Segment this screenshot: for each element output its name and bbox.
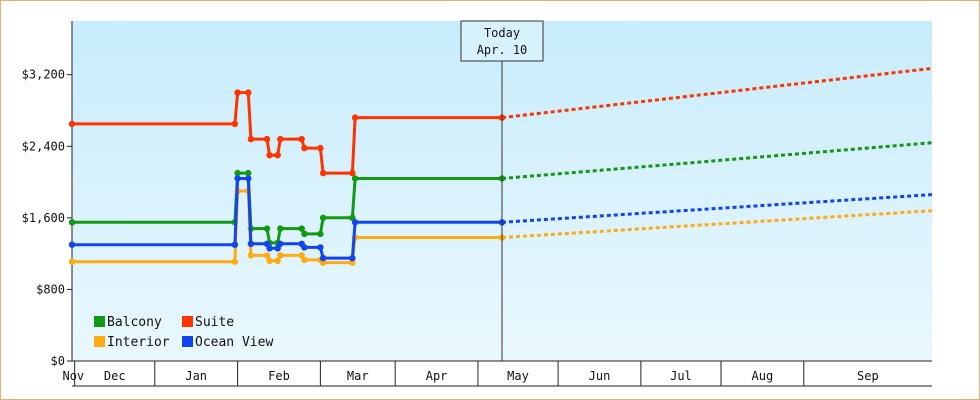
data-point bbox=[351, 114, 359, 121]
data-point bbox=[263, 252, 271, 259]
data-point bbox=[349, 169, 356, 177]
data-point bbox=[245, 169, 252, 177]
y-tick-label: $800 bbox=[36, 282, 65, 296]
series-line-suite bbox=[72, 91, 502, 175]
data-point bbox=[245, 175, 252, 182]
data-point bbox=[301, 144, 308, 152]
data-point bbox=[317, 244, 324, 251]
series-ocean-view bbox=[68, 175, 933, 262]
data-point bbox=[301, 256, 308, 264]
x-tick-label: Aug bbox=[752, 369, 774, 383]
data-point bbox=[266, 152, 273, 159]
x-tick-label: Jul bbox=[670, 369, 692, 383]
data-point bbox=[319, 214, 327, 221]
data-point bbox=[277, 135, 284, 143]
data-point bbox=[274, 257, 281, 264]
data-point bbox=[351, 175, 359, 182]
forecast-line-interior bbox=[501, 209, 933, 239]
legend-swatch bbox=[94, 336, 105, 347]
data-point bbox=[298, 135, 305, 143]
data-point bbox=[68, 120, 76, 128]
data-point bbox=[247, 135, 255, 143]
legend-swatch bbox=[94, 316, 105, 327]
today-label: Today bbox=[484, 26, 520, 40]
data-point bbox=[298, 225, 305, 232]
data-point bbox=[68, 241, 76, 248]
legend-swatch bbox=[182, 336, 193, 347]
data-point bbox=[301, 230, 308, 238]
data-point bbox=[319, 169, 327, 177]
x-tick-label: Feb bbox=[268, 369, 290, 383]
data-point bbox=[266, 245, 273, 252]
data-point bbox=[245, 89, 252, 96]
forecast-line-ocean-view bbox=[501, 193, 933, 224]
data-point bbox=[274, 152, 281, 159]
data-point bbox=[231, 258, 239, 265]
data-point bbox=[277, 252, 284, 259]
legend-item-ocean-view: Ocean View bbox=[182, 335, 273, 350]
y-tick-label: $1,600 bbox=[22, 211, 65, 225]
data-point bbox=[247, 252, 255, 259]
data-point bbox=[231, 120, 239, 128]
data-point bbox=[301, 244, 308, 251]
legend-item-suite: Suite bbox=[182, 315, 234, 330]
x-tick-label: Dec bbox=[104, 369, 126, 383]
data-point bbox=[234, 169, 241, 177]
forecast-line-balcony bbox=[501, 141, 933, 180]
data-point bbox=[234, 175, 241, 182]
data-point bbox=[263, 135, 271, 143]
data-point bbox=[351, 219, 359, 226]
data-point bbox=[247, 240, 255, 247]
x-tick-label: Sep bbox=[857, 369, 879, 383]
data-point bbox=[266, 257, 273, 264]
legend-item-interior: Interior bbox=[94, 335, 170, 350]
data-point bbox=[317, 230, 324, 238]
data-point bbox=[234, 89, 241, 96]
x-tick-label: Jun bbox=[589, 369, 611, 383]
legend-label: Ocean View bbox=[195, 335, 273, 350]
data-point bbox=[317, 144, 324, 152]
data-point bbox=[319, 254, 327, 262]
legend-swatch bbox=[182, 316, 193, 327]
x-tick-label: May bbox=[507, 369, 529, 383]
forecast-line-suite bbox=[501, 66, 933, 120]
x-tick-label: Jan bbox=[185, 369, 207, 383]
x-tick-label: Apr bbox=[426, 369, 448, 383]
data-point bbox=[68, 258, 76, 265]
legend-label: Balcony bbox=[107, 315, 162, 330]
x-tick-label: Mar bbox=[347, 369, 369, 383]
data-point bbox=[277, 240, 284, 247]
x-tick-label: Nov bbox=[62, 369, 84, 383]
series-line-balcony bbox=[72, 171, 502, 245]
legend-label: Interior bbox=[107, 335, 170, 350]
today-date: Apr. 10 bbox=[477, 43, 528, 57]
series-suite bbox=[68, 66, 933, 177]
legend-label: Suite bbox=[195, 315, 234, 330]
data-point bbox=[319, 259, 327, 266]
y-tick-label: $2,400 bbox=[22, 139, 65, 153]
legend-item-balcony: Balcony bbox=[94, 315, 162, 330]
data-point bbox=[231, 241, 239, 248]
data-point bbox=[277, 225, 284, 232]
data-point bbox=[263, 225, 271, 232]
y-tick-label: $3,200 bbox=[22, 68, 65, 82]
data-point bbox=[349, 254, 356, 262]
data-point bbox=[68, 219, 76, 226]
today-box bbox=[460, 20, 544, 62]
data-point bbox=[349, 259, 356, 266]
y-tick-label: $0 bbox=[51, 354, 65, 368]
